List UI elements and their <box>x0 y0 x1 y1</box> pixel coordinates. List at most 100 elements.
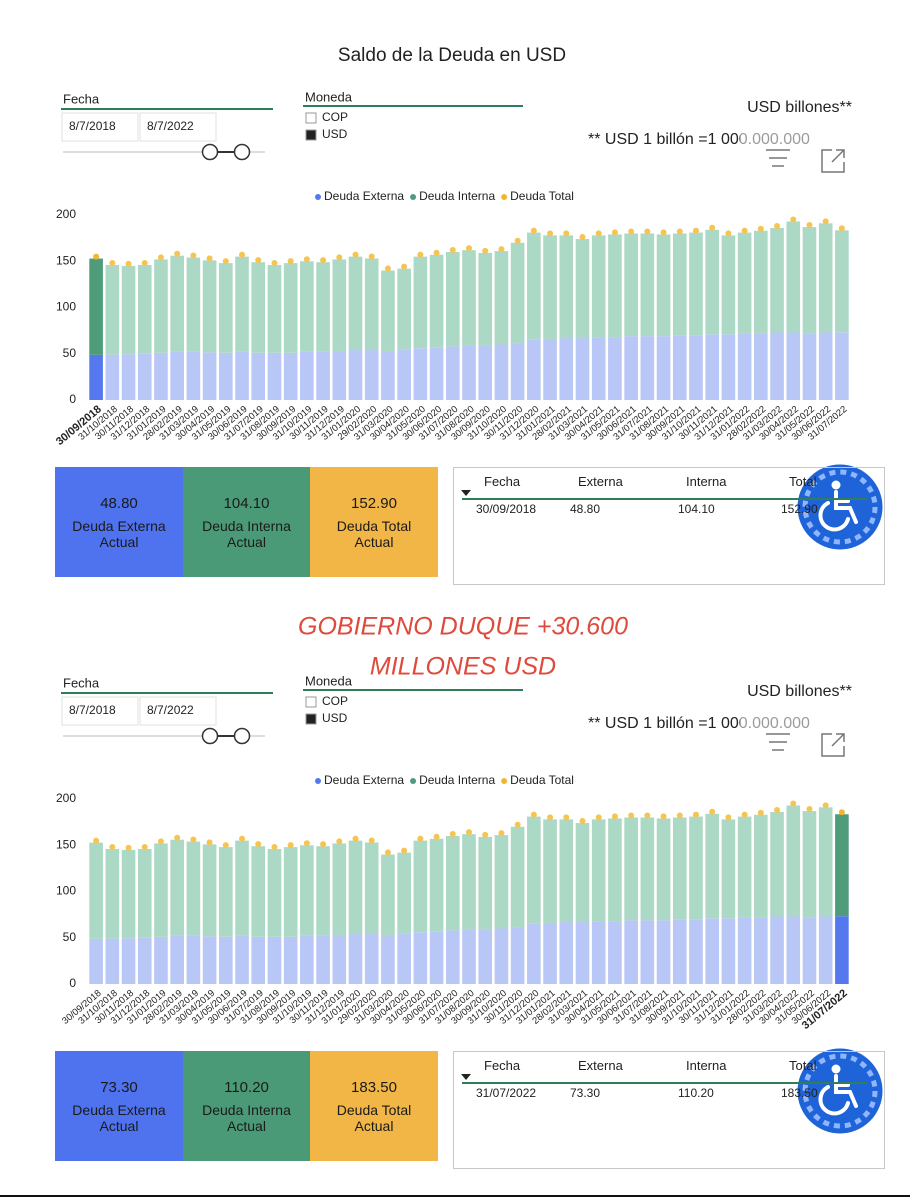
bar-segment <box>591 235 606 338</box>
bar-segment <box>170 935 184 984</box>
sort-arrow <box>461 490 471 496</box>
bar-segment <box>89 354 103 400</box>
expand-icon <box>821 149 845 173</box>
total-dot <box>466 245 472 252</box>
bar-segment <box>672 335 687 400</box>
total-dot <box>628 812 635 819</box>
bar-segment <box>397 349 411 400</box>
total-dot <box>303 256 310 263</box>
bar-segment <box>640 817 655 921</box>
total-dot <box>822 802 829 809</box>
bar-segment <box>445 930 460 984</box>
annotation: MILLONES USD <box>370 653 556 681</box>
bar-segment <box>543 819 557 923</box>
bar-segment <box>300 351 314 400</box>
bar-segment <box>154 352 168 400</box>
total-dot <box>222 258 229 265</box>
y-tick-label: 100 <box>56 300 76 314</box>
bar-segment <box>429 254 444 348</box>
bar-segment <box>186 351 201 400</box>
total-dot <box>466 829 472 836</box>
bar-segment <box>202 260 217 353</box>
bar-segment <box>105 264 120 355</box>
bar-segment <box>721 918 736 984</box>
bar-segment <box>672 817 687 920</box>
bar-segment <box>835 916 849 984</box>
y-tick-label: 0 <box>69 976 76 990</box>
bar-segment <box>656 234 671 337</box>
unit-note: USD billones** <box>747 683 852 700</box>
bar-segment <box>397 268 411 350</box>
bar-segment <box>235 840 249 936</box>
bar-segment <box>786 221 801 333</box>
bar-segment <box>737 816 752 918</box>
table-cell: 104.10 <box>678 502 715 516</box>
bar-segment <box>494 928 509 984</box>
bar-segment <box>527 923 541 984</box>
bar-segment <box>672 233 687 336</box>
bar-segment <box>705 918 720 984</box>
slider-handle <box>201 143 219 161</box>
total-dot <box>514 237 521 244</box>
bar-segment <box>656 336 671 400</box>
filter-label: Moneda <box>305 673 353 688</box>
date-to: 8/7/2022 <box>147 703 194 717</box>
total-dot <box>547 230 554 237</box>
y-tick-label: 50 <box>63 930 77 944</box>
page-title: Saldo de la Deuda en USD <box>338 45 566 66</box>
total-dot <box>774 806 781 813</box>
total-dot <box>449 247 456 253</box>
bar-segment <box>591 819 606 922</box>
bar-segment <box>381 934 395 984</box>
total-dot <box>157 254 164 261</box>
bar-segment <box>510 826 525 928</box>
bar-segment <box>559 235 574 339</box>
legend-label: Deuda Interna <box>419 773 495 787</box>
total-dot <box>692 227 699 234</box>
date-input <box>139 112 217 142</box>
bar-segment <box>640 920 655 984</box>
bar-segment <box>737 232 752 334</box>
bar-segment <box>251 352 266 400</box>
bar-segment <box>591 337 606 400</box>
kpi-label: Deuda Interna Actual <box>202 517 291 550</box>
kpi-card: 104.10 Deuda Interna Actual <box>182 467 311 577</box>
bar-segment <box>186 935 201 984</box>
accessibility-ring <box>802 469 878 545</box>
table-cell: 152.90 <box>781 502 818 516</box>
bar-segment <box>105 354 120 400</box>
icon-head <box>831 480 841 490</box>
total-dot <box>595 814 602 821</box>
total-dot <box>725 230 732 237</box>
table-header: Fecha <box>484 474 521 489</box>
bar-segment <box>316 351 330 400</box>
total-dot <box>384 265 391 272</box>
bar-segment <box>754 333 768 400</box>
bar-segment <box>332 934 347 984</box>
bar-segment <box>316 935 330 984</box>
bar-segment <box>445 252 460 347</box>
bar-segment <box>527 339 541 400</box>
bar-segment <box>121 265 136 355</box>
total-dot <box>336 254 343 261</box>
footnote-fade <box>740 128 840 152</box>
bar-segment <box>413 348 428 400</box>
bar-segment <box>835 814 849 917</box>
bar-segment <box>154 259 168 353</box>
bar-segment <box>202 352 217 400</box>
total-dot <box>125 260 132 267</box>
kpi-card: 48.80 Deuda Externa Actual <box>55 467 183 577</box>
total-dot <box>190 252 197 259</box>
legend-label: Deuda Interna <box>419 189 495 203</box>
bar-segment <box>283 847 298 937</box>
bar-segment <box>608 921 622 984</box>
bar-segment <box>462 250 476 346</box>
bar-segment <box>689 232 703 336</box>
total-dot <box>530 227 537 234</box>
bar-segment <box>818 223 833 333</box>
kpi-value: 110.20 <box>224 1078 269 1096</box>
bar-segment <box>105 848 120 939</box>
legend-label: Deuda Externa <box>324 773 404 787</box>
